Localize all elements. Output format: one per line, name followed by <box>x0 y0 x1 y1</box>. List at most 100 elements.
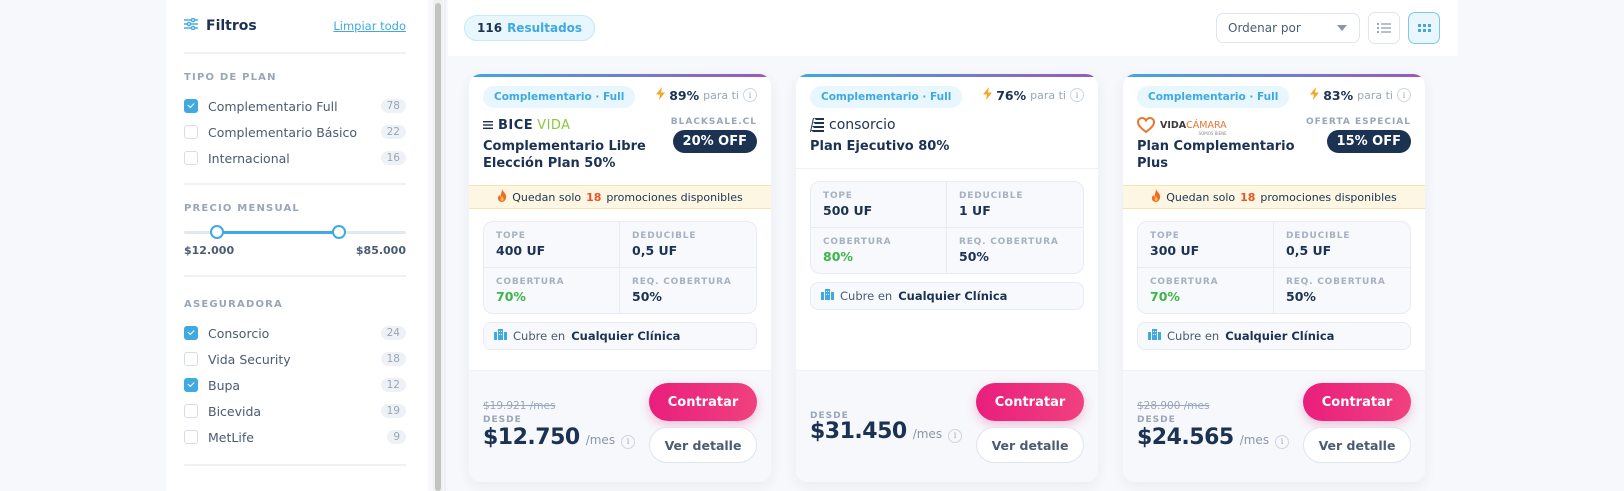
card-body: TOPE 500 UF DEDUCIBLE 1 UF COBERTURA 80% RE… <box>796 169 1098 310</box>
hospital-icon <box>821 289 834 303</box>
card-accent-line <box>469 74 771 77</box>
option-count: 18 <box>380 352 406 366</box>
tope-cell: TOPE 400 UF <box>484 222 620 268</box>
grid-view-button[interactable] <box>1408 12 1440 44</box>
price: $31.450 /mes i <box>810 419 963 444</box>
plan-type-option-internacional[interactable]: Internacional 16 <box>184 145 406 171</box>
slider-min-handle[interactable] <box>210 225 224 239</box>
card-footer: DESDE $31.450 /mes i Contratar Ver detal… <box>796 370 1098 482</box>
lightning-icon <box>983 87 993 103</box>
price-min: $12.000 <box>184 244 235 257</box>
deducible-cell: DEDUCIBLE 0,5 UF <box>620 222 756 268</box>
checkbox[interactable] <box>184 404 198 418</box>
hospital-icon <box>1148 329 1161 343</box>
plan-type-option-full[interactable]: Complementario Full 78 <box>184 93 406 119</box>
option-count: 9 <box>387 430 406 444</box>
view-detail-button[interactable]: Ver detalle <box>649 427 757 463</box>
view-detail-button[interactable]: Ver detalle <box>1303 427 1411 463</box>
filters-title: Filtros <box>184 17 257 34</box>
checkbox[interactable] <box>184 352 198 366</box>
info-icon[interactable]: i <box>948 428 963 443</box>
view-detail-button[interactable]: Ver detalle <box>976 427 1084 463</box>
match-score: 76% para ti i <box>983 87 1084 103</box>
sidebar-scrollbar[interactable] <box>433 0 443 491</box>
req-cobertura-cell: REQ. COBERTURA 50% <box>959 237 1059 264</box>
card-footer: $19.921 /mes DESDE $12.750 /mes i Contra… <box>469 370 771 482</box>
scarcity-banner: Quedan solo 18 promociones disponibles <box>1123 185 1425 209</box>
cobertura-cell: COBERTURA 70% <box>484 268 620 313</box>
plan-type-option-basico[interactable]: Complementario Básico 22 <box>184 119 406 145</box>
insurer-logo-bicevida: BICE VIDA <box>483 116 757 134</box>
clinic-coverage: Cubre en Cualquier Clínica <box>483 322 757 350</box>
insurer-option-bupa[interactable]: Bupa 12 <box>184 372 406 398</box>
scrollbar-thumb[interactable] <box>435 3 441 491</box>
consorcio-mark-icon <box>810 117 824 132</box>
insurer-option-vida-security[interactable]: Vida Security 18 <box>184 346 406 372</box>
info-icon[interactable]: i <box>1275 434 1290 449</box>
coverage-grid: TOPE 300 UF DEDUCIBLE 0,5 UF COBERTURA 70% … <box>1137 221 1411 314</box>
deducible-cell: DEDUCIBLE 1 UF <box>947 182 1083 228</box>
plan-type-label: TIPO DE PLAN <box>184 72 277 83</box>
info-icon[interactable]: i <box>621 434 636 449</box>
insurer-label: ASEGURADORA <box>184 299 283 310</box>
heart-icon <box>1137 117 1155 133</box>
tope-cell: TOPE 500 UF <box>811 182 947 228</box>
checkbox[interactable] <box>184 151 198 165</box>
discount-badge: 20% OFF <box>672 130 757 153</box>
option-count: 24 <box>380 326 406 340</box>
grid-icon <box>1417 24 1431 32</box>
checkbox[interactable] <box>184 430 198 444</box>
sliders-icon <box>184 17 198 34</box>
info-icon[interactable]: i <box>1070 88 1084 102</box>
insurer-option-bicevida[interactable]: Bicevida 19 <box>184 398 406 424</box>
info-icon[interactable]: i <box>743 88 757 102</box>
slider-fill <box>218 231 344 234</box>
match-score: 83% para ti i <box>1310 87 1411 103</box>
results-count-badge: 116 Resultados <box>464 15 596 41</box>
promo-label: BLACKSALE.CL <box>670 117 757 127</box>
contract-button[interactable]: Contratar <box>1303 383 1411 421</box>
deducible-cell: DEDUCIBLE 0,5 UF <box>1274 222 1410 268</box>
divider <box>444 0 446 491</box>
insurer-logo-vidacamara: VIDA CÁMARA SOMOS BIENE <box>1137 116 1411 136</box>
tope-cell: TOPE 300 UF <box>1138 222 1274 268</box>
sort-dropdown[interactable]: Ordenar por <box>1216 13 1360 43</box>
price-section: PRECIO MENSUAL $12.000 $85.000 <box>184 185 406 277</box>
slider-max-handle[interactable] <box>332 225 346 239</box>
price: $12.750 /mes i <box>483 425 636 450</box>
card-header: Complementario · Full 89% para ti i BICE… <box>469 77 771 185</box>
card-body: TOPE 300 UF DEDUCIBLE 0,5 UF COBERTURA 70% … <box>1123 209 1425 350</box>
checkbox-checked[interactable] <box>184 326 198 340</box>
option-count: 16 <box>380 151 406 165</box>
clinic-coverage: Cubre en Cualquier Clínica <box>1137 322 1411 350</box>
option-count: 22 <box>380 125 406 139</box>
fire-icon <box>1151 189 1161 205</box>
card-header: Complementario · Full 83% para ti i VIDA… <box>1123 77 1425 185</box>
plan-card: Complementario · Full 83% para ti i VIDA… <box>1123 74 1425 482</box>
chevron-down-icon <box>1337 25 1347 31</box>
desde-label: DESDE <box>810 411 849 421</box>
checkbox-checked[interactable] <box>184 99 198 113</box>
clear-all-link[interactable]: Limpiar todo <box>333 19 406 33</box>
info-icon[interactable]: i <box>1397 88 1411 102</box>
card-accent-line <box>1123 74 1425 77</box>
checkbox-checked[interactable] <box>184 378 198 392</box>
match-score: 89% para ti i <box>656 87 757 103</box>
insurer-option-metlife[interactable]: MetLife 9 <box>184 424 406 450</box>
scarcity-banner: Quedan solo 18 promociones disponibles <box>469 185 771 209</box>
plan-name: Complementario Libre Elección Plan 50% <box>483 139 646 171</box>
discount-badge: 15% OFF <box>1326 130 1411 153</box>
list-view-button[interactable] <box>1368 12 1400 44</box>
price-range-slider[interactable] <box>184 224 406 240</box>
price: $24.565 /mes i <box>1137 425 1290 450</box>
contract-button[interactable]: Contratar <box>649 383 757 421</box>
card-body: TOPE 400 UF DEDUCIBLE 0,5 UF COBERTURA 70% … <box>469 209 771 350</box>
insurer-option-consorcio[interactable]: Consorcio 24 <box>184 320 406 346</box>
desde-label: DESDE <box>1137 415 1176 425</box>
contract-button[interactable]: Contratar <box>976 383 1084 421</box>
cobertura-cell: COBERTURA 80% <box>811 228 947 273</box>
checkbox[interactable] <box>184 125 198 139</box>
cobertura-cell: COBERTURA 70% <box>1138 268 1274 313</box>
original-price: $19.921 /mes <box>483 400 556 412</box>
hospital-icon <box>494 329 507 343</box>
